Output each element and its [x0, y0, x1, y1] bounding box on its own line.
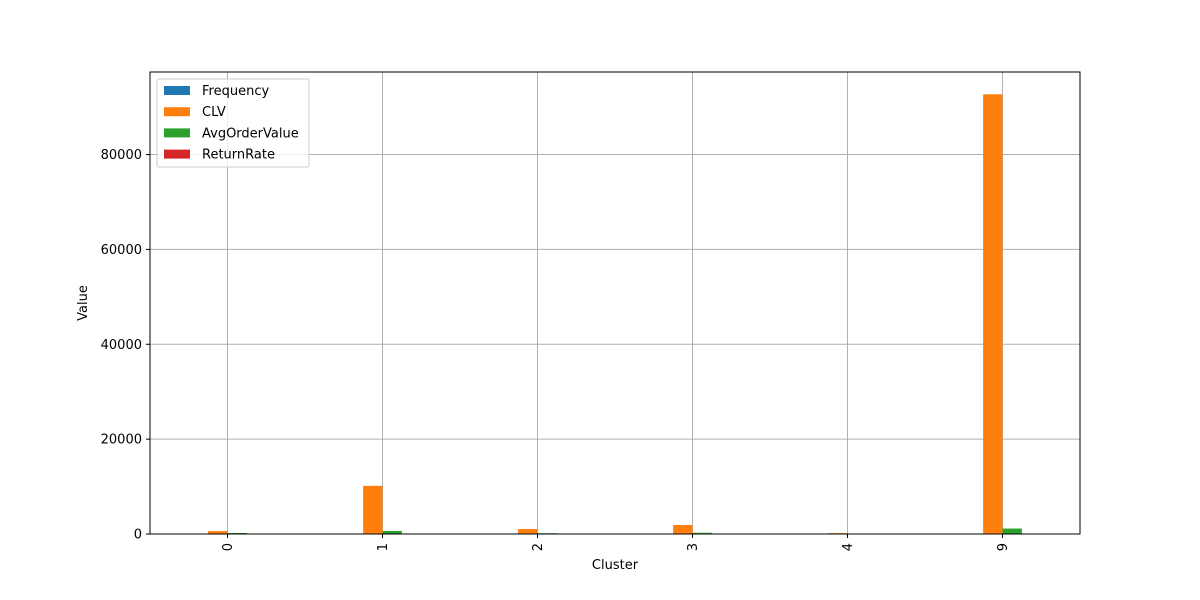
legend-label-clv: CLV: [202, 105, 226, 120]
bar-clv-cluster-3: [673, 524, 693, 534]
legend-label-avgordervalue: AvgOrderValue: [202, 126, 299, 141]
legend-items: Frequency CLV AvgOrderValue ReturnRate: [164, 84, 299, 163]
x-tick-label: 3: [686, 543, 701, 551]
y-axis-ticks: 0 20000 40000 60000 80000: [101, 148, 150, 543]
bar-avgordervalue-cluster-1: [382, 530, 402, 534]
y-tick-label: 20000: [101, 433, 142, 448]
legend-swatch-frequency: [164, 86, 190, 95]
plot-frame: [149, 71, 1081, 535]
x-tick-label: 2: [531, 543, 546, 551]
legend-box: [156, 78, 310, 168]
x-tick-label: 9: [996, 543, 1011, 551]
x-axis-ticks: 0 1 2 3 4 9: [221, 534, 1011, 551]
legend-label-frequency: Frequency: [202, 84, 269, 99]
bar-clv-cluster-1: [363, 485, 383, 534]
x-tick-label: 4: [841, 543, 856, 551]
legend-swatch-clv: [164, 107, 190, 117]
legend: Frequency CLV AvgOrderValue ReturnRate: [156, 78, 310, 168]
x-tick-label: 0: [221, 543, 236, 551]
bar-avgordervalue-cluster-3: [692, 532, 712, 534]
bar-clv-cluster-0: [208, 531, 228, 534]
bar-clv-cluster-2: [518, 529, 538, 534]
y-axis-label: Value: [76, 285, 91, 321]
legend-swatch-avgordervalue: [164, 128, 190, 138]
bar-avgordervalue-cluster-9: [1002, 528, 1022, 534]
x-tick-label: 1: [376, 543, 391, 551]
legend-label-returnrate: ReturnRate: [202, 148, 275, 163]
bar-clv-cluster-9: [983, 94, 1003, 534]
y-tick-label: 80000: [101, 148, 142, 163]
y-tick-label: 40000: [101, 338, 142, 353]
legend-swatch-returnrate: [164, 149, 190, 159]
y-tick-label: 0: [134, 528, 142, 543]
x-axis-label: Cluster: [592, 558, 639, 573]
y-tick-label: 60000: [101, 243, 142, 258]
